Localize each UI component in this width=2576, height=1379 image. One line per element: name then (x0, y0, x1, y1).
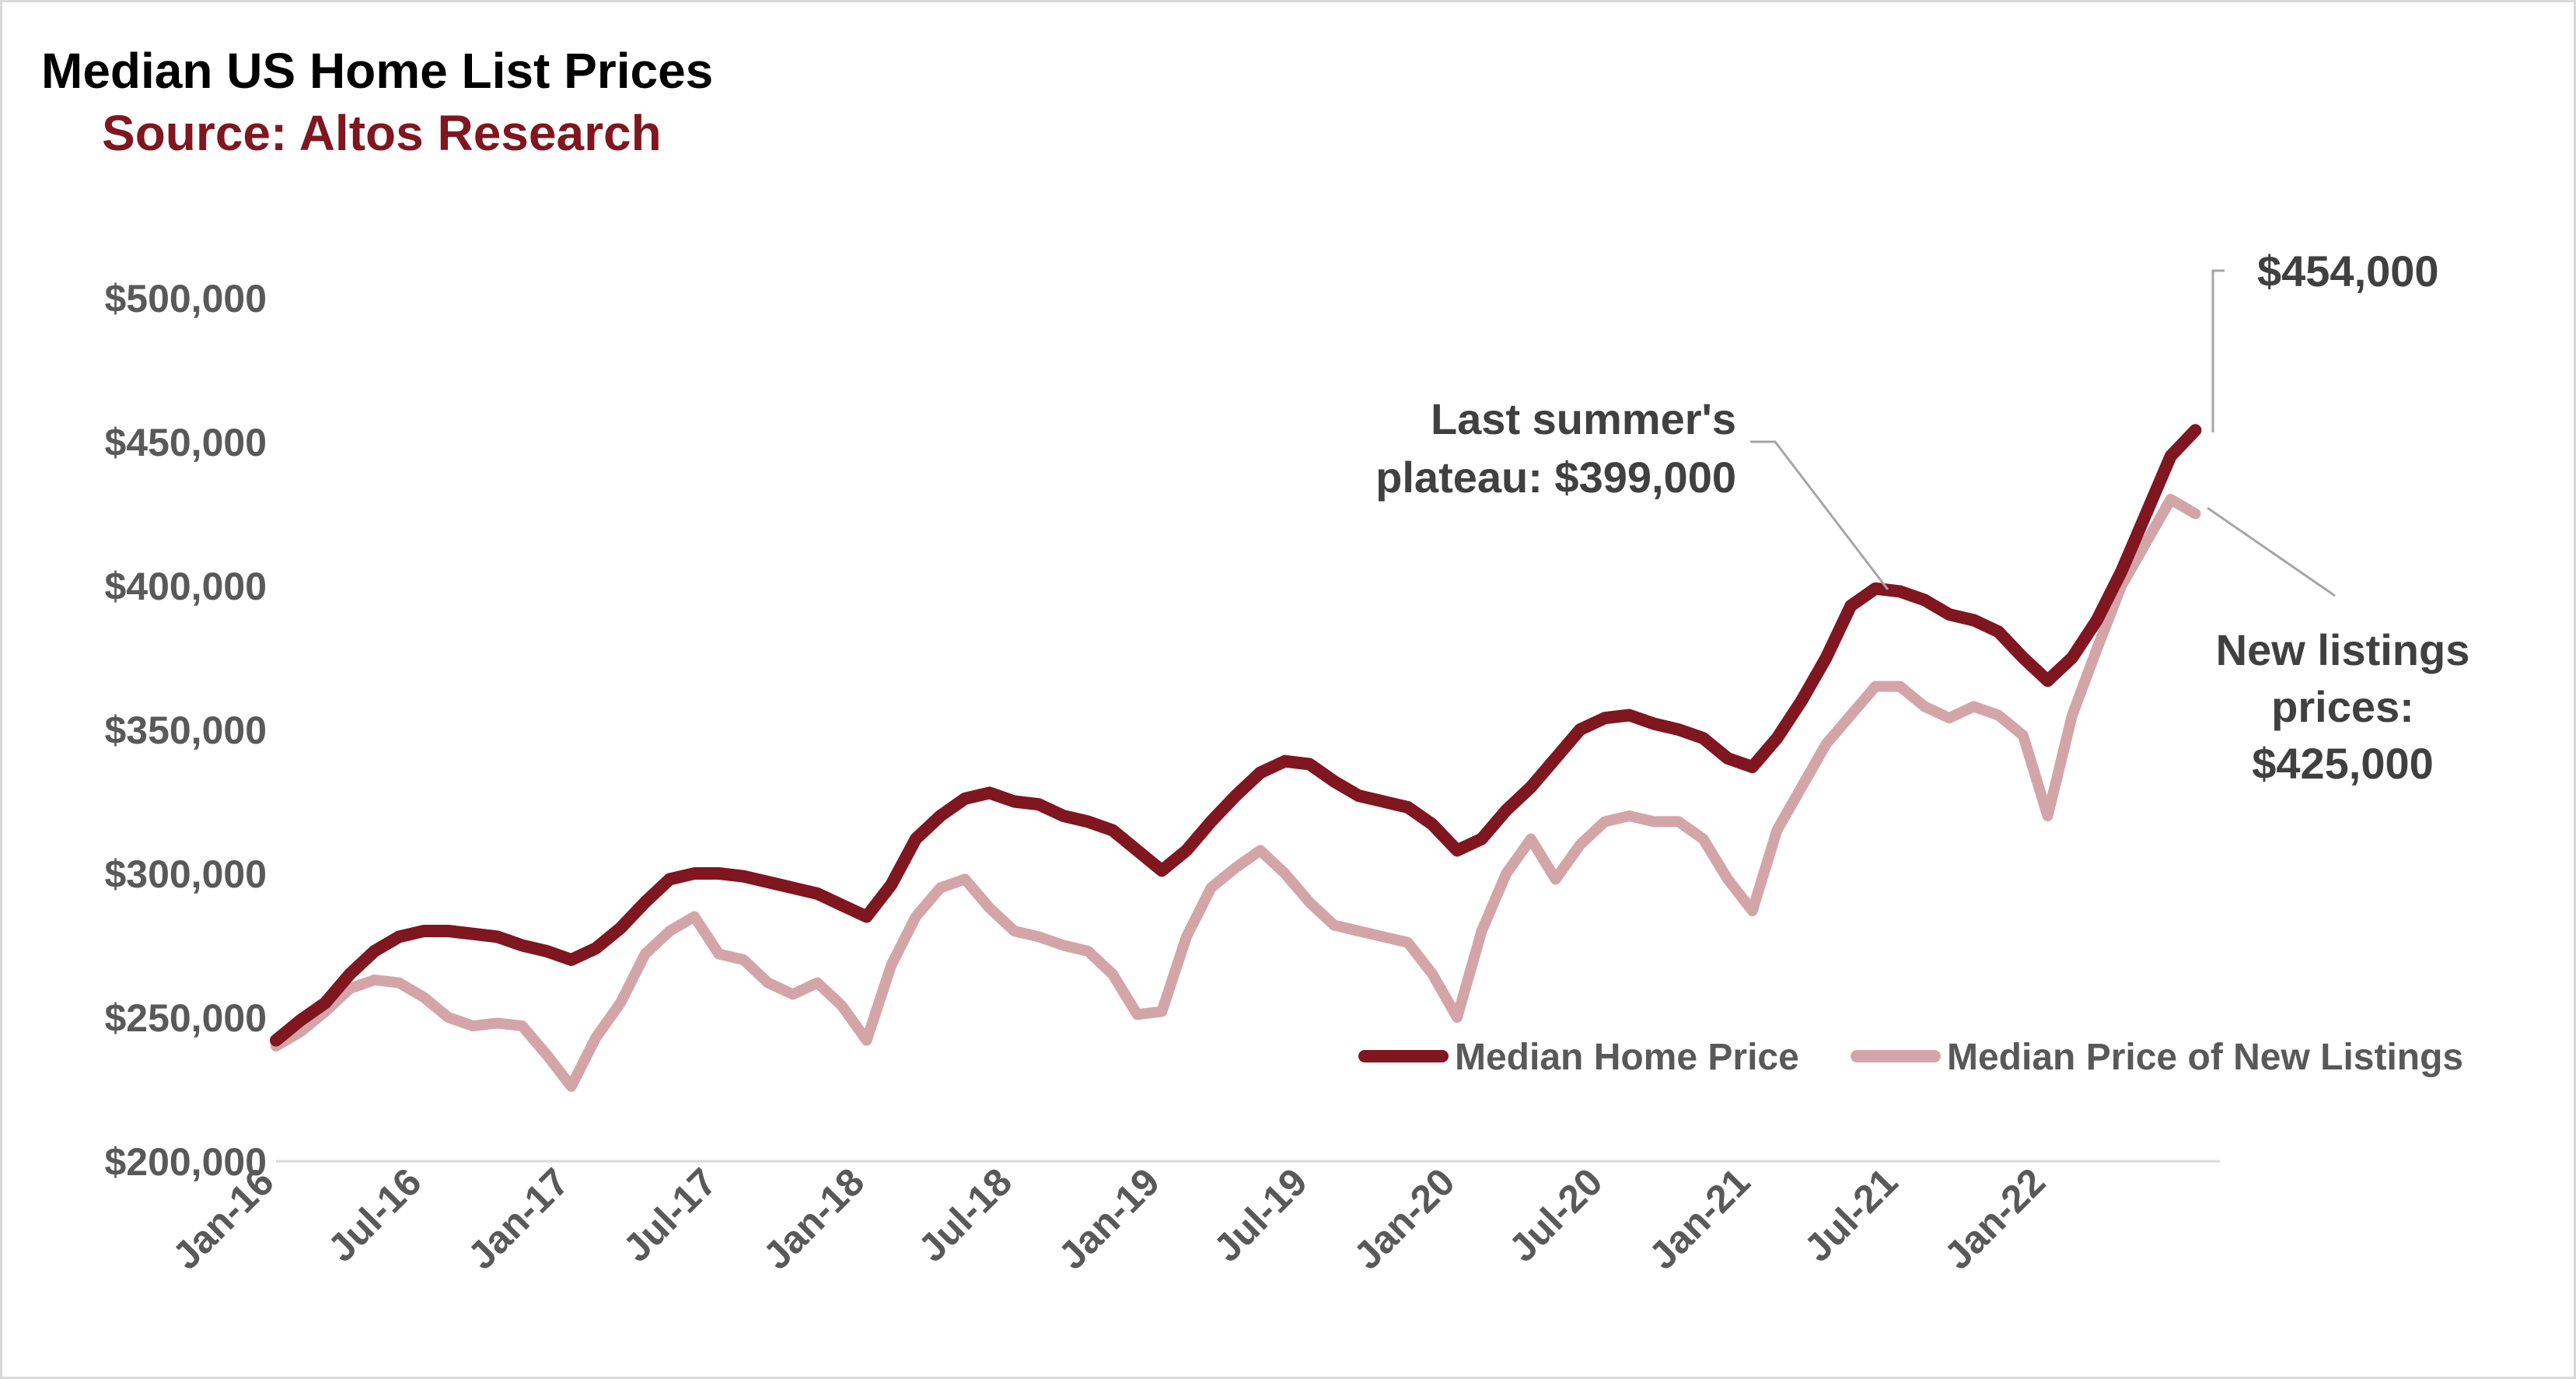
x-axis: Jan-16 Jul-16 Jan-17 Jul-17 Jan-18 Jul-18 Jan-… (164, 1160, 2220, 1278)
y-axis: $200,000 $250,000 $300,000 $350,000 $400,000… (104, 277, 267, 1184)
new-listings-annotation-line3: $425,000 (2252, 739, 2434, 788)
annotation-plateau: Last summer's plateau: $399,000 (1375, 394, 1889, 590)
x-tick-label: Jan-21 (1641, 1160, 1759, 1278)
new-listings-annotation-line1: New listings (2216, 625, 2470, 674)
y-tick-label: $300,000 (104, 852, 267, 896)
plateau-leader-line (1750, 440, 1889, 590)
y-tick-label: $500,000 (104, 277, 267, 320)
series-line-median-home-price (270, 424, 2202, 1047)
y-tick-label: $450,000 (104, 421, 267, 464)
legend-label-median-home-price: Median Home Price (1455, 1037, 1799, 1078)
plateau-annotation-line1: Last summer's (1431, 394, 1736, 443)
x-tick-label: Jan-22 (1936, 1160, 2054, 1278)
x-tick-label: Jul-19 (1205, 1160, 1316, 1270)
latest-median-leader-line (2211, 269, 2225, 432)
x-tick-label: Jan-19 (1050, 1160, 1168, 1278)
plateau-annotation-line2: plateau: $399,000 (1375, 453, 1736, 502)
annotation-new-listings: New listings prices: $425,000 (2207, 506, 2470, 788)
chart-subtitle: Source: Altos Research (102, 105, 662, 161)
chart-title: Median US Home List Prices (41, 43, 713, 99)
x-tick-label: Jan-20 (1345, 1160, 1463, 1278)
legend: Median Home Price Median Price of New Li… (1358, 1037, 2463, 1078)
x-tick-label: Jan-18 (755, 1160, 873, 1278)
x-tick-label: Jul-18 (910, 1160, 1020, 1270)
y-tick-label: $400,000 (104, 565, 267, 608)
latest-median-annotation: $454,000 (2257, 247, 2439, 296)
y-tick-label: $200,000 (104, 1140, 267, 1184)
y-tick-label: $250,000 (104, 996, 267, 1040)
x-tick-label: Jul-16 (320, 1160, 430, 1270)
y-tick-label: $350,000 (104, 709, 267, 752)
series-line-median-price-new-listings (271, 494, 2201, 1092)
x-tick-label: Jul-21 (1796, 1160, 1907, 1270)
x-tick-label: Jan-17 (460, 1160, 578, 1278)
legend-label-new-listings: Median Price of New Listings (1947, 1037, 2463, 1078)
x-tick-label: Jul-20 (1501, 1160, 1611, 1270)
new-listings-annotation-line2: prices: (2271, 682, 2414, 731)
x-tick-label: Jul-17 (615, 1160, 725, 1270)
new-listings-leader-line (2207, 506, 2336, 597)
annotation-latest-median: $454,000 (2211, 247, 2439, 432)
series-layer (270, 424, 2202, 1092)
